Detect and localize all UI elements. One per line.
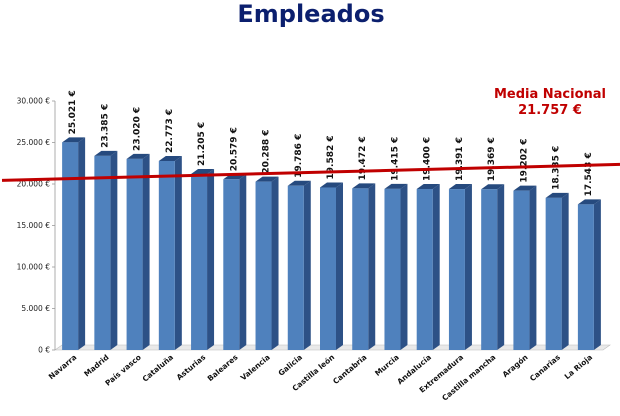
bar-top [448,184,472,190]
data-label: 23.020 € [133,107,143,151]
bar [384,188,401,350]
bar-top [577,199,601,205]
bar-top [158,155,182,161]
bar [158,160,175,350]
bar-top [62,137,86,143]
x-tick-label: La Rioja [563,353,595,381]
bar-side [497,184,505,350]
x-tick-label: Murcia [373,353,401,378]
reference-line [1,162,620,182]
bar [352,188,369,350]
bar [481,189,498,350]
bar [126,158,143,350]
bar-side [464,184,472,350]
x-tick-label: Cantabria [331,353,368,386]
bar-side [174,155,182,350]
bar [416,188,433,350]
bar-side [207,168,215,350]
data-label: 19.415 € [390,137,400,181]
data-label: 19.472 € [358,136,368,180]
bar [448,189,465,350]
x-tick-label: Valencia [239,353,272,383]
bar-top [384,183,408,189]
data-label: 19.582 € [326,135,336,179]
bar-top [287,180,311,186]
data-label: 19.400 € [423,137,433,181]
bar-side [142,153,150,350]
data-label: 23.385 € [100,104,110,148]
y-tick-label: 15.000 € [17,221,51,230]
bar-side [78,137,86,350]
bar [255,181,272,350]
data-label: 17.543 € [584,152,594,196]
bar-top [320,182,343,188]
bar-top [255,176,279,182]
bar-top [416,183,440,189]
bar-side [593,199,601,350]
x-tick-label: Castilla mancha [440,353,497,403]
bar-side [271,176,279,350]
bar-side [400,183,408,350]
data-label: 19.786 € [294,134,304,178]
x-tick-label: Aragón [501,353,530,379]
bar-top [481,184,505,190]
bar-top [191,168,215,174]
x-tick-label: Navarra [47,353,79,382]
x-tick-label: Baleares [206,352,240,383]
bar-top [545,192,569,198]
bar-side [529,185,537,350]
x-tick-label: País vasco [103,353,143,388]
data-label: 21.205 € [197,122,207,166]
data-label: 20.579 € [229,127,239,171]
plot-area: 0 € 5.000 € 10.000 € 15.000 € 20.000 € 25.000… [1,87,620,403]
bar-side [303,180,311,350]
bar-top [94,150,118,156]
bar-side [561,192,569,350]
bar-top [126,153,150,159]
data-label: 22.773 € [165,109,175,153]
bar [577,204,594,350]
bar [513,190,530,350]
bar-side [432,183,440,350]
data-label: 18.335 € [552,146,562,190]
y-tick-label: 5.000 € [21,304,50,313]
bar-top [513,185,537,191]
data-label: 25.021 € [68,90,78,134]
data-label: 19.369 € [487,137,497,181]
bar-top [352,183,376,189]
y-tick-label: 30.000 € [17,97,51,106]
data-label: 19.391 € [455,137,465,181]
y-tick-label: 10.000 € [17,263,51,272]
bar [94,155,111,350]
x-tick-label: Madrid [82,353,110,379]
bar [62,142,79,350]
bar-side [239,174,247,350]
bar [223,179,240,350]
y-tick-label: 25.000 € [17,138,51,147]
x-tick-label: Asturias [175,352,208,382]
bar [320,187,336,350]
bar [191,173,208,350]
y-tick-label: 0 € [38,346,50,355]
data-label: 19.202 € [519,138,529,182]
chart-title: Empleados [237,0,384,28]
bar [287,185,304,350]
x-tick-label: Canarias [528,352,562,383]
bar-side [336,182,343,350]
x-tick-label: Galicia [276,353,304,378]
reference-line-value: 21.757 € [518,103,582,118]
bar [545,197,562,350]
x-tick-label: Cataluña [141,353,176,384]
reference-line-name: Media Nacional [494,87,606,102]
y-tick-label: 20.000 € [17,180,51,189]
bar-side [110,150,118,350]
bar-side [368,183,376,350]
data-label: 20.288 € [262,129,272,173]
